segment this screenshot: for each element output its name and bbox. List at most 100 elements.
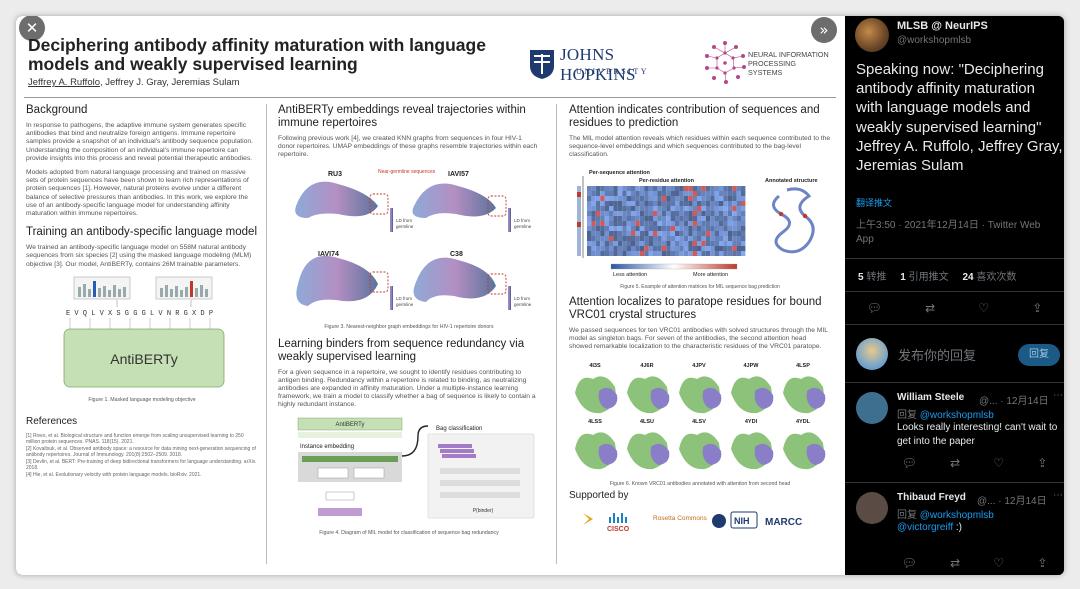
neurips-logo: NEURAL INFORMATION PROCESSING SYSTEMS [702,36,832,88]
heatmap-cell [732,235,737,241]
heatmap-cell [719,215,724,221]
section-text: For a given sequence in a repertoire, we… [278,368,536,409]
retweet-icon[interactable]: ⇄ [925,301,936,315]
heatmap-cell [736,200,741,206]
like-icon[interactable]: ♡ [978,301,990,315]
heatmap-cell [701,200,706,206]
comment-icon[interactable]: 💬︎ [901,556,917,570]
heatmap-cell [679,240,684,246]
heatmap-cell [595,245,601,251]
avatar[interactable] [855,18,889,52]
reply-tweet[interactable]: Thibaud Freyd @... · 12月14日 ⋯ 回复 @worksh… [845,484,1064,575]
heatmap-cell [613,210,618,216]
heatmap-cell [727,205,733,211]
heatmap-cell [701,240,706,246]
heatmap-cell [648,230,653,236]
heatmap-cell [692,220,697,226]
heatmap-cell [736,195,741,201]
heatmap-cell [591,225,596,231]
heatmap-cell [705,225,711,231]
account-name[interactable]: MLSB @ NeurIPS [897,20,988,32]
share-icon[interactable]: ⇪ [1037,456,1048,470]
heatmap-cell [688,225,693,231]
quote-count[interactable]: 1 引用推文 [900,272,949,283]
svg-text:LD from: LD from [396,218,412,223]
figure-caption: Figure 3. Nearest-neighbor graph embeddi… [324,324,494,330]
svg-text:LD from: LD from [396,296,412,301]
heatmap-cell [622,205,627,211]
retweet-icon[interactable]: ⇄ [950,456,961,470]
like-count[interactable]: 24 喜欢次数 [962,272,1017,283]
share-icon[interactable]: ⇪ [1037,556,1048,570]
reply-button[interactable]: 回复 [1018,344,1060,366]
heatmap-cell [701,190,706,196]
heatmap-cell [727,210,733,216]
antigen-structure [702,444,722,466]
comment-icon[interactable]: 💬︎ [866,301,882,315]
heatmap-cell [622,230,627,236]
pdb-label: 4LSV [692,419,706,425]
reply-tweet[interactable]: William Steele @... · 12月14日 ⋯ 回复 @works… [845,384,1064,480]
heatmap-cell [644,210,649,216]
heatmap-cell [710,245,715,251]
heatmap-cell [622,225,627,231]
heatmap-cell [617,200,623,206]
heatmap-cell [688,240,693,246]
heatmap-cell [692,230,697,236]
mention-link[interactable]: @workshopmlsb [919,410,994,421]
reply-author-name[interactable]: William Steele [897,392,965,403]
heatmap-cell [644,220,649,226]
translate-link[interactable]: 翻译推文 [856,198,893,208]
comment-icon[interactable]: 💬︎ [901,456,917,470]
expand-panel-icon[interactable]: » [811,17,837,43]
heatmap-cell [635,250,640,256]
heatmap-cell [710,215,715,221]
heatmap-cell [631,245,636,251]
like-icon[interactable]: ♡ [993,556,1005,570]
heatmap-cell [661,220,667,226]
heatmap-cell [639,185,645,191]
more-icon[interactable]: ⋯ [1053,490,1063,501]
heatmap-cell [613,200,618,206]
rosetta-logo: Rosetta Commons [653,515,708,522]
retweet-icon[interactable]: ⇄ [950,556,961,570]
like-icon[interactable]: ♡ [993,456,1005,470]
section-text: The MIL model attention reveals which re… [569,135,831,159]
heatmap-cell [736,215,741,221]
heatmap-cell [639,215,645,221]
heatmap-cell [600,210,605,216]
heatmap-cell [591,250,596,256]
svg-text:Instance embedding: Instance embedding [300,444,354,450]
heatmap-cell [705,190,711,196]
reply-input[interactable]: 发布你的回复 [898,348,977,363]
heatmap-cell [697,240,702,246]
heatmap-cell [692,215,697,221]
avatar[interactable] [856,492,888,524]
heatmap-cell [697,235,702,241]
heatmap-cell [692,200,697,206]
heatmap-cell [591,215,596,221]
reference-item: [1] Rives, et al. Biological structure a… [26,432,244,446]
mention-link[interactable]: @workshopmlsb [919,510,994,521]
mention-link[interactable]: @victorgreiff [897,522,954,533]
retweet-count[interactable]: 5 转推 [858,272,887,283]
close-icon[interactable]: ✕ [19,16,45,41]
heatmap-cell [617,220,623,226]
heatmap-cell [741,225,746,231]
account-handle[interactable]: @workshopmlsb [897,35,972,46]
heatmap-cell [613,245,618,251]
heatmap-cell [657,250,662,256]
heatmap-cell [631,230,636,236]
heatmap-cell [617,250,623,256]
heatmap-cell [631,210,636,216]
svg-text:LD from: LD from [514,296,530,301]
avatar[interactable] [856,392,888,424]
heatmap-cell [657,200,662,206]
share-icon[interactable]: ⇪ [1032,301,1043,315]
umap-embeddings: RU3 IAVI57 IAVI74 C38 Near-germline sequ… [295,169,532,330]
heatmap-cell [727,240,733,246]
more-icon[interactable]: ⋯ [1053,390,1063,401]
reply-author-name[interactable]: Thibaud Freyd [897,492,966,503]
heatmap-cell [604,215,609,221]
heatmap-cell [719,240,724,246]
